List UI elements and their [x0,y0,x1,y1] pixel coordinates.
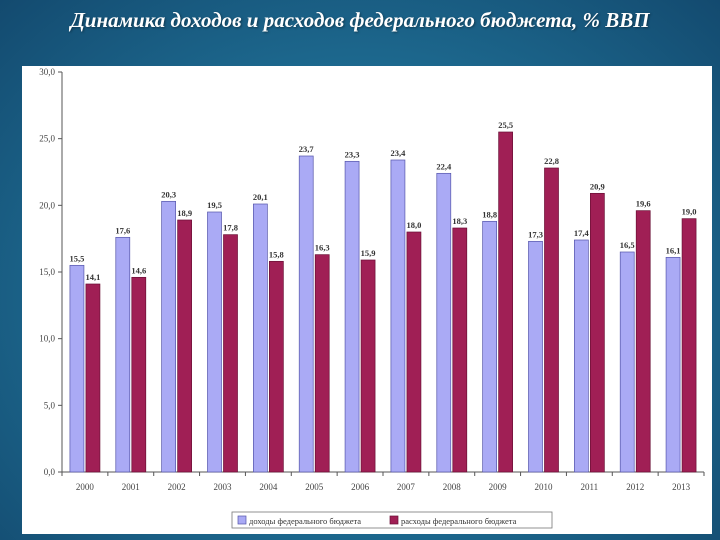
expense-bar [544,167,559,473]
expense-data-label: 22,8 [544,156,559,166]
expense-data-label: 19,0 [682,207,697,217]
income-data-label: 15,5 [69,253,84,263]
expense-data-label: 18,9 [177,208,192,218]
income-data-label: 16,1 [666,245,681,255]
chart-title: Динамика доходов и расходов федерального… [70,8,650,32]
expense-data-label: 14,6 [131,265,146,275]
expense-data-label: 25,5 [498,120,513,130]
income-bar [528,240,543,473]
income-bar [115,236,131,473]
expense-data-label: 16,3 [315,243,330,253]
income-bar [161,200,176,473]
income-bar [619,251,635,473]
expense-data-label: 15,9 [361,248,376,258]
expense-bar [452,227,468,473]
y-tick-label: 15,0 [39,267,55,277]
income-data-label: 17,3 [528,229,543,239]
x-tick-label: 2012 [626,482,644,492]
income-bar [207,211,222,473]
chart-area: 0,0 5,0 10,0 15,0 20,0 25,0 30,0 2000 15,5 14,1 20… [22,66,712,534]
income-bar [574,239,589,473]
legend-label: расходы федерального бюджета [401,516,517,526]
x-tick-label: 2003 [214,482,233,492]
y-tick-label: 10,0 [39,334,55,344]
bar-chart: 0,0 5,0 10,0 15,0 20,0 25,0 30,0 2000 15,514,1 20… [39,67,705,529]
income-data-label: 20,1 [253,192,268,202]
expense-data-label: 18,0 [406,220,421,230]
expense-bar [85,283,101,473]
expense-bar [223,234,238,473]
income-data-label: 22,4 [436,161,452,171]
x-tick-label: 2011 [581,482,599,492]
income-bar [482,220,497,473]
x-tick-label: 2001 [122,482,140,492]
expense-data-label: 18,3 [452,216,467,226]
y-tick-label: 25,0 [39,134,55,144]
income-bar [69,264,85,473]
income-bar [344,160,360,473]
expense-bar [635,210,651,473]
income-data-label: 16,5 [620,240,635,250]
expense-bar [314,254,330,473]
income-data-label: 23,7 [299,144,315,154]
income-bar [436,172,452,473]
expense-data-label: 17,8 [223,223,238,233]
expense-bar [360,259,376,473]
expense-bar [498,131,513,473]
income-bar [298,155,314,473]
x-tick-label: 2006 [351,482,370,492]
expense-data-label: 20,9 [590,181,605,191]
expense-bar [590,192,605,473]
x-tick-label: 2008 [443,482,462,492]
income-data-label: 18,8 [482,209,497,219]
x-tick-label: 2004 [259,482,278,492]
legend-swatch [389,515,399,525]
expense-bar [681,218,697,473]
y-tick-label: 5,0 [44,400,56,410]
income-data-label: 23,4 [390,148,406,158]
x-tick-label: 2002 [168,482,186,492]
income-data-label: 19,5 [207,200,222,210]
y-tick-label: 30,0 [39,67,55,77]
income-data-label: 23,3 [345,149,360,159]
x-tick-label: 2009 [489,482,508,492]
x-tick-label: 2005 [305,482,324,492]
expense-data-label: 15,8 [269,249,284,259]
y-tick-label: 0,0 [44,467,56,477]
expense-data-label: 14,1 [85,272,100,282]
income-bar [253,203,268,473]
expense-bar [406,231,422,473]
expense-bar [269,260,284,473]
income-bar [665,256,681,473]
income-data-label: 17,4 [574,228,590,238]
x-tick-label: 2010 [535,482,554,492]
legend-label: доходы федерального бюджета [249,516,361,526]
income-bar [390,159,406,473]
legend-swatch [237,515,247,525]
y-tick-label: 20,0 [39,200,55,210]
x-tick-label: 2013 [672,482,691,492]
expense-data-label: 19,6 [636,199,651,209]
x-tick-label: 2000 [76,482,95,492]
income-data-label: 20,3 [161,189,176,199]
income-data-label: 17,6 [115,225,130,235]
x-tick-label: 2007 [397,482,416,492]
expense-bar [131,276,147,473]
expense-bar [177,219,192,473]
